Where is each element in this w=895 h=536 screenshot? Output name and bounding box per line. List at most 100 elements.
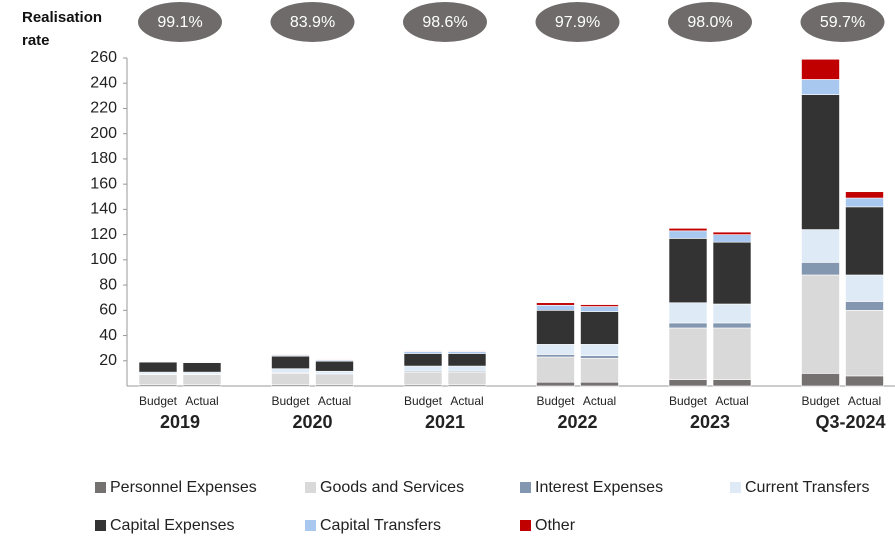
y-tick-label: 80 [99,276,117,293]
y-tick-label: 100 [90,251,117,268]
bar-segment [403,371,443,386]
group-label: Q3-2024 [815,412,885,432]
y-tick-label: 160 [90,175,117,192]
rate-label: 59.7% [820,14,865,31]
legend-label: Current Transfers [745,479,869,496]
sub-category-label: Actual [848,394,881,408]
rate-label: 83.9% [290,14,335,31]
bar-segment [580,344,619,357]
y-tick-label: 140 [90,201,117,218]
y-tick-label: 20 [99,352,117,369]
bar-segment [315,359,354,361]
bar-segment [668,302,708,324]
rate-bubble [403,2,487,42]
legend-label: Capital Expenses [110,517,235,534]
bar-segment [580,355,619,359]
rate-label: 97.9% [555,14,600,31]
bar-segment [580,311,619,345]
bar-segment [668,228,708,232]
y-tick-label: 40 [99,327,117,344]
sub-category-label: Actual [450,394,483,408]
bar-segment [801,229,840,263]
legend-swatch [305,520,316,531]
bar-segment [668,322,708,329]
bar-segment [801,262,840,276]
sub-category-label: Budget [404,394,443,408]
y-tick-label: 240 [90,74,117,91]
bar-segment [447,350,487,352]
group-label: 2021 [425,412,465,432]
bar-segment [138,374,178,386]
sub-category-label: Budget [669,394,708,408]
rate-bubble [800,2,885,42]
legend-swatch [95,520,106,531]
bar-segment [845,274,884,302]
legend-label: Capital Transfers [320,517,441,534]
bar-segment [315,360,354,372]
bar-segment [712,327,752,380]
legend-swatch [95,482,106,493]
bar-segment [712,231,752,235]
bar-segment [668,379,708,387]
bar-segment [712,303,752,324]
bar-segment [580,357,619,383]
bar-segment [536,344,575,355]
sub-category-label: Budget [139,394,178,408]
legend-label: Personnel Expenses [110,479,257,496]
bar-segment [271,368,310,373]
bar-segment [712,379,752,387]
y-tick-label: 220 [90,100,117,117]
bar-segment [845,375,884,387]
rate-bubble [535,2,620,42]
bar-segment [536,381,575,387]
legend-swatch [520,482,531,493]
rate-bubble [270,2,355,42]
bar-segment [403,365,443,372]
y-tick-label: 120 [90,226,117,243]
bar-segment [801,79,840,95]
rate-label: 98.0% [687,14,732,31]
bar-segment [712,234,752,243]
legend-label: Goods and Services [320,479,464,496]
bar-segment [668,327,708,380]
legend-swatch [520,520,531,531]
group-label: 2020 [292,412,332,432]
sub-category-label: Budget [271,394,310,408]
legend-label: Interest Expenses [535,479,663,496]
rate-label: 98.6% [422,14,467,31]
bar-segment [668,238,708,304]
y-tick-label: 260 [90,49,117,66]
bar-segment [580,381,619,387]
legend-swatch [305,482,316,493]
legend-swatch [730,482,741,493]
bar-segment [315,374,354,386]
bar-segment [447,353,487,367]
rate-bubble [138,2,222,42]
bar-segment [403,353,443,367]
bar-segment [315,370,354,375]
rate-bubble [668,2,752,42]
bar-segment [801,274,840,374]
bar-segment [845,197,884,208]
bar-segment [138,361,178,373]
bar-segment [845,206,884,276]
bar-segment [536,356,575,383]
sub-category-label: Actual [185,394,218,408]
bar-segment [536,302,575,306]
bar-segment [271,355,310,370]
sub-category-label: Budget [536,394,575,408]
bar-segment [182,374,222,386]
bar-segment [536,304,575,311]
bar-segment [403,350,443,352]
bar-segment [712,322,752,329]
group-label: 2023 [690,412,730,432]
rate-title: Realisation rate [22,9,103,49]
sub-category-label: Actual [715,394,748,408]
bar-segment [447,371,487,386]
y-tick-label: 200 [90,125,117,142]
y-tick-label: 180 [90,150,117,167]
bar-segment [536,310,575,345]
bar-segment [447,365,487,372]
